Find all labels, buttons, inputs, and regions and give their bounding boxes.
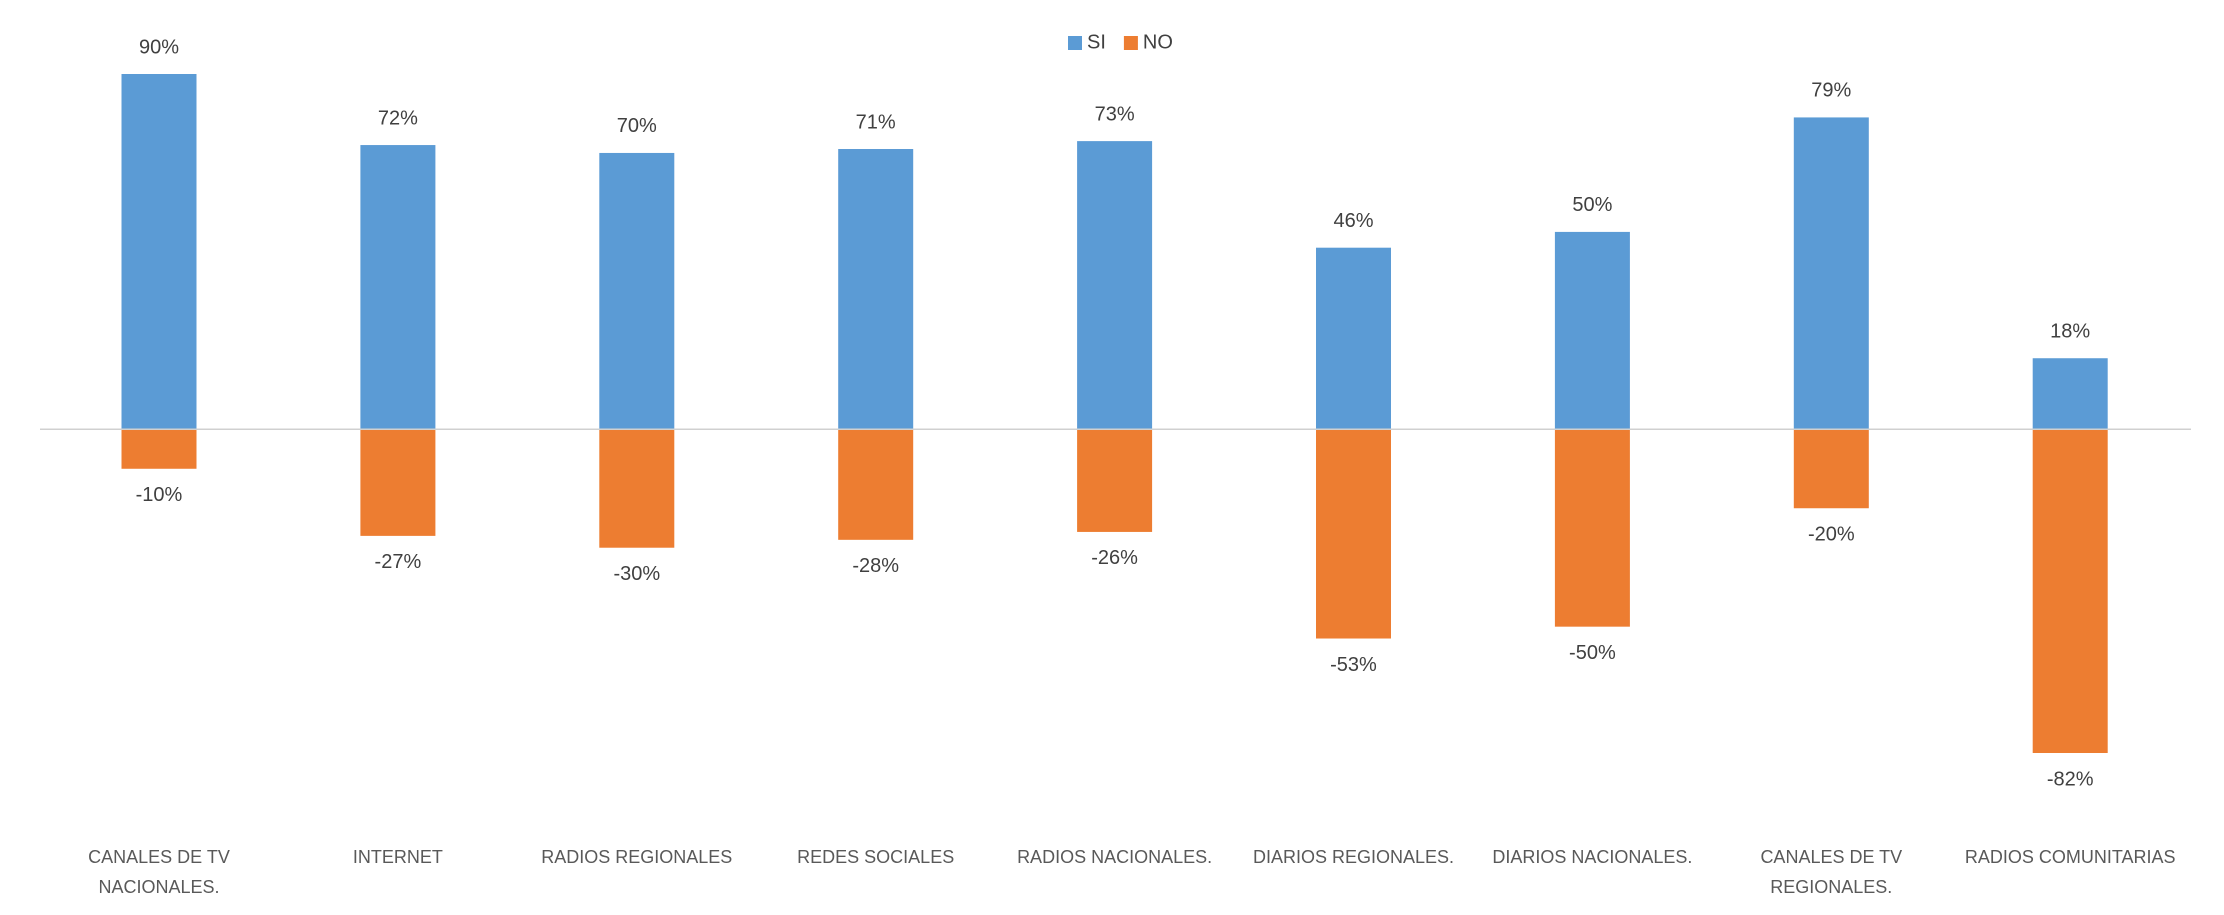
- legend-label: NO: [1143, 31, 1173, 53]
- bar: [121, 429, 197, 469]
- bar: [599, 429, 675, 548]
- data-label: 90%: [139, 36, 179, 58]
- bar: [1077, 429, 1153, 532]
- bar: [838, 149, 914, 430]
- x-tick-label: RADIOS NACIONALES.: [1017, 847, 1213, 867]
- legend-label: SI: [1087, 31, 1106, 53]
- x-tick-label: REDES SOCIALES: [797, 847, 955, 867]
- bar: [2032, 358, 2108, 430]
- bar: [599, 152, 675, 430]
- data-label: 72%: [378, 107, 418, 129]
- data-label: -26%: [1091, 547, 1138, 569]
- data-label: -82%: [2047, 768, 2094, 790]
- bar: [1793, 429, 1869, 509]
- data-label: -50%: [1569, 642, 1616, 664]
- x-tick-label: DIARIOS REGIONALES.: [1252, 847, 1455, 867]
- bar: [1077, 141, 1153, 430]
- data-label: -27%: [375, 551, 422, 573]
- data-label: -10%: [136, 484, 183, 506]
- bar: [838, 429, 914, 540]
- bar: [1316, 247, 1391, 430]
- x-tick-label: INTERNET: [352, 847, 443, 867]
- data-label: 71%: [856, 111, 896, 133]
- bar: [1793, 117, 1869, 430]
- data-label: 73%: [1095, 103, 1135, 125]
- data-label: -53%: [1330, 654, 1377, 676]
- data-label: -20%: [1808, 524, 1855, 546]
- x-tick-label: CANALES DE TV NACIONALES.: [88, 847, 230, 897]
- data-label: 18%: [2050, 321, 2090, 343]
- bar: [1316, 429, 1391, 639]
- data-label: 79%: [1811, 80, 1851, 102]
- data-label: -28%: [852, 555, 899, 577]
- legend-swatch: [1123, 36, 1138, 50]
- bar: [360, 429, 436, 536]
- bar: [1554, 429, 1630, 627]
- bar: [1554, 231, 1630, 430]
- data-label: 70%: [617, 115, 657, 137]
- data-label: 46%: [1333, 210, 1373, 232]
- x-tick-label: RADIOS COMUNITARIAS: [1964, 847, 2176, 867]
- data-label: 50%: [1572, 194, 1612, 216]
- x-tick-label: CANALES DE TV REGIONALES.: [1760, 847, 1903, 897]
- x-tick-label: RADIOS REGIONALES: [541, 847, 733, 867]
- bar: [360, 145, 436, 430]
- bar: [2032, 429, 2108, 753]
- data-label: -30%: [613, 563, 660, 585]
- x-tick-label: DIARIOS NACIONALES.: [1492, 847, 1693, 867]
- legend-swatch: [1068, 36, 1082, 50]
- bar: [121, 74, 197, 430]
